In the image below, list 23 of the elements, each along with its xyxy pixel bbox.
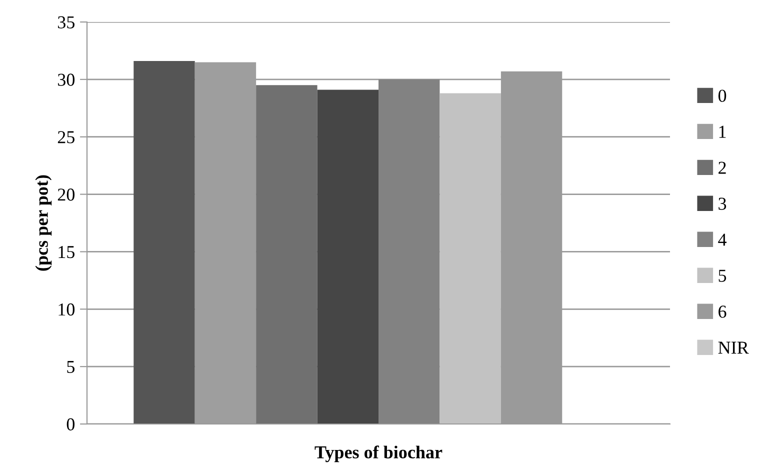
y-tick-label: 10 [58, 303, 75, 316]
y-tick-label: 30 [58, 74, 75, 86]
y-tick-label: 35 [58, 16, 74, 28]
legend-label: 4 [718, 234, 727, 246]
y-tick-label: 0 [66, 418, 75, 430]
bar [256, 85, 318, 424]
legend-label: 5 [718, 270, 726, 282]
bar [317, 90, 378, 424]
bar [378, 79, 440, 424]
y-axis-title: (pcs per pot) [35, 175, 52, 271]
bar [440, 93, 501, 424]
y-tick-label: 5 [67, 361, 74, 374]
legend-label: 3 [718, 198, 726, 210]
x-axis-title: Types of biochar [314, 446, 442, 462]
legend-label: 0 [718, 90, 726, 102]
legend-label: 1 [719, 126, 726, 138]
legend-label: 6 [718, 306, 726, 318]
y-tick-label: 25 [58, 131, 74, 144]
legend-label: NIR [718, 342, 749, 354]
y-tick-label: 20 [58, 188, 75, 201]
bar [134, 61, 195, 424]
legend-label: 2 [718, 162, 726, 174]
y-tick-label: 15 [58, 246, 74, 258]
